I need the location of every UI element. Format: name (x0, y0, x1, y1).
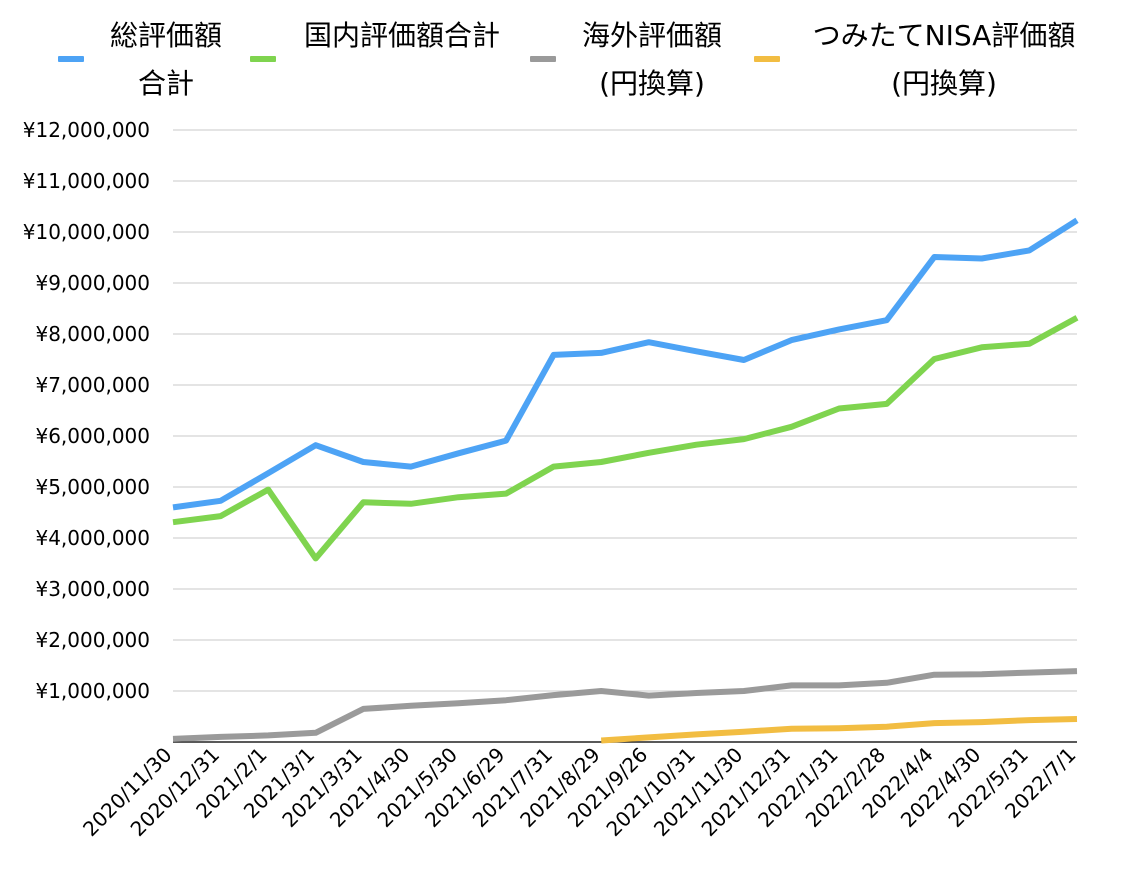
series-line-3 (601, 716, 1078, 744)
series-lines (172, 217, 1079, 744)
x-axis: 2020/11/302020/12/312021/2/12021/3/12021… (78, 743, 1080, 841)
y-tick-label: ¥10,000,000 (23, 220, 150, 244)
y-tick-label: ¥11,000,000 (23, 169, 150, 193)
legend-swatch-overseas (530, 56, 556, 62)
legend-swatch-nisa (754, 56, 780, 62)
y-axis: ¥1,000,000 ¥2,000,000 ¥3,000,000 ¥4,000,000… (23, 118, 150, 703)
legend-label-nisa: つみたてNISA評価額(円換算) (812, 19, 1076, 100)
gridlines (173, 129, 1077, 743)
legend: 総評価額合計 国内評価額合計 海外評価額(円換算) つみたてNISA評価額(円換… (0, 8, 1128, 108)
series-line-1 (172, 315, 1079, 562)
legend-swatch-domestic (250, 56, 276, 62)
legend-label-total: 総評価額合計 (109, 19, 222, 100)
y-tick-label: ¥8,000,000 (35, 322, 150, 346)
y-tick-label: ¥12,000,000 (23, 118, 150, 142)
series-line-2 (172, 668, 1078, 742)
y-tick-label: ¥5,000,000 (35, 475, 150, 499)
y-tick-label: ¥6,000,000 (35, 424, 150, 448)
legend-swatch-total (58, 56, 84, 62)
legend-label-domestic: 国内評価額合計 (303, 19, 500, 52)
y-tick-label: ¥9,000,000 (35, 271, 150, 295)
y-tick-label: ¥2,000,000 (35, 628, 150, 652)
legend-label-overseas: 海外評価額(円換算) (581, 19, 722, 100)
y-tick-label: ¥7,000,000 (35, 373, 150, 397)
y-tick-label: ¥3,000,000 (35, 577, 150, 601)
series-line-0 (172, 217, 1079, 511)
y-tick-label: ¥1,000,000 (35, 679, 150, 703)
y-tick-label: ¥4,000,000 (35, 526, 150, 550)
